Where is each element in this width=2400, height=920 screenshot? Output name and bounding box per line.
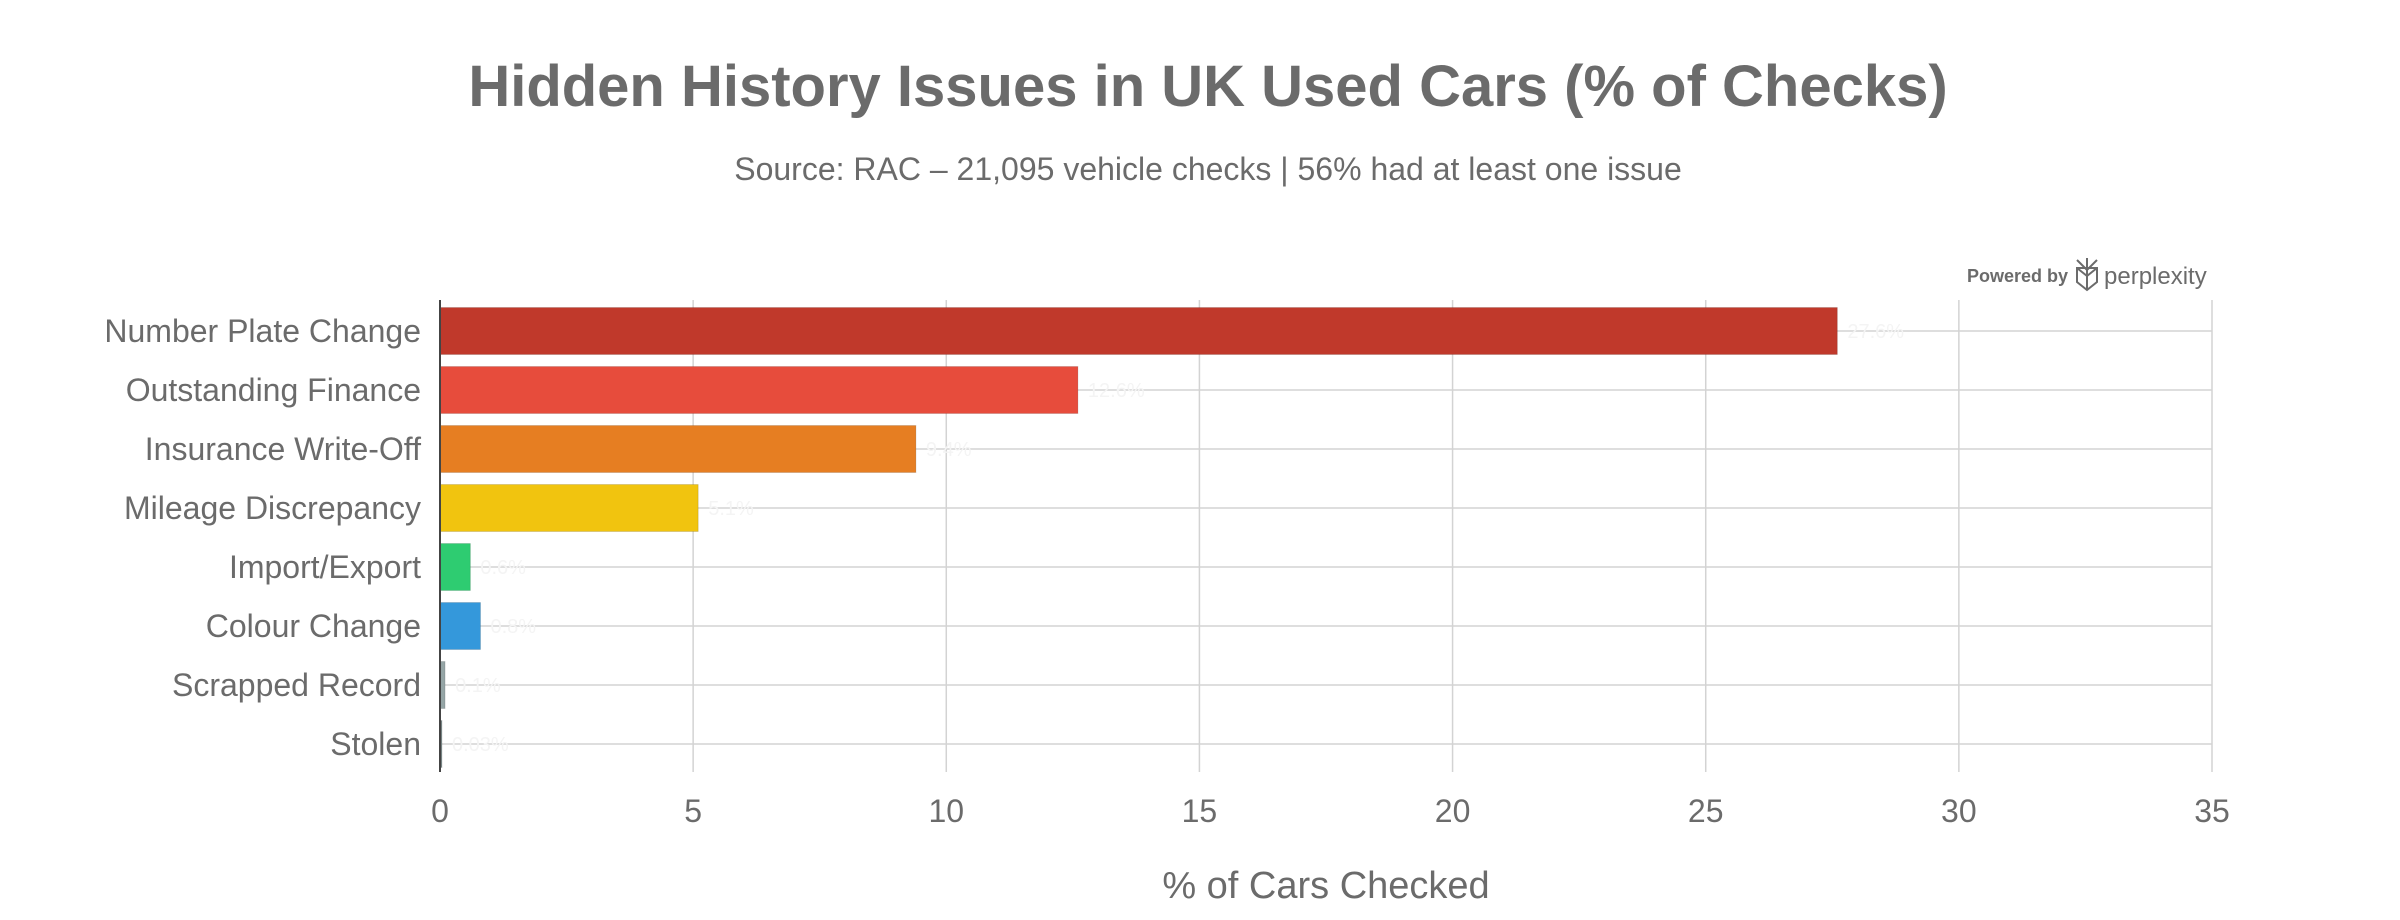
bar <box>439 602 482 650</box>
bar-value-label: 0.1% <box>455 675 501 697</box>
bar-value-label: 5.1% <box>708 498 754 520</box>
bar-value-label: 0.03% <box>452 734 509 756</box>
x-tick-label: 5 <box>684 793 702 829</box>
category-label: Scrapped Record <box>172 667 421 703</box>
bar-value-label: 0.6% <box>480 557 526 579</box>
bar <box>439 366 1079 414</box>
category-label: Outstanding Finance <box>126 372 421 408</box>
bar <box>439 484 699 532</box>
x-axis-title: % of Cars Checked <box>1162 865 1489 907</box>
x-tick-label: 25 <box>1688 793 1724 829</box>
x-tick-label: 35 <box>2194 793 2230 829</box>
powered-by-label: Powered by <box>1967 266 2068 286</box>
bar-value-label: 0.8% <box>491 616 537 638</box>
category-label: Import/Export <box>229 549 421 585</box>
value-labels: 27.6% 12.6% 9.4% 5.1% 0.6% 0.8% 0.1% 0.03% <box>452 321 1904 756</box>
brand-name: perplexity <box>2104 263 2207 290</box>
category-labels: Number Plate Change Outstanding Finance In… <box>104 313 421 762</box>
chart-title: Hidden History Issues in UK Used Cars (%… <box>468 54 1947 119</box>
x-tick-label: 30 <box>1941 793 1977 829</box>
category-label: Stolen <box>330 726 421 762</box>
category-label: Insurance Write-Off <box>145 431 421 467</box>
bar <box>439 543 471 591</box>
gridlines <box>440 300 2213 772</box>
bar <box>439 425 917 473</box>
bar-value-label: 9.4% <box>926 439 972 461</box>
bar-value-label: 12.6% <box>1088 380 1145 402</box>
perplexity-logo-icon <box>2076 258 2098 292</box>
x-tick-label: 10 <box>928 793 964 829</box>
branding: Powered by perplexity <box>1967 258 2207 292</box>
bar-value-label: 27.6% <box>1847 321 1904 343</box>
bars <box>439 307 1838 768</box>
category-label: Mileage Discrepancy <box>124 490 421 526</box>
x-tick-label: 0 <box>431 793 449 829</box>
category-label: Colour Change <box>206 608 421 644</box>
bar <box>439 307 1838 355</box>
x-tick-label: 15 <box>1182 793 1218 829</box>
x-tick-labels: 0 5 10 15 20 25 30 35 <box>431 793 2230 829</box>
category-label: Number Plate Change <box>104 313 421 349</box>
x-tick-label: 20 <box>1435 793 1471 829</box>
chart-subtitle: Source: RAC – 21,095 vehicle checks | 56… <box>734 151 1682 187</box>
